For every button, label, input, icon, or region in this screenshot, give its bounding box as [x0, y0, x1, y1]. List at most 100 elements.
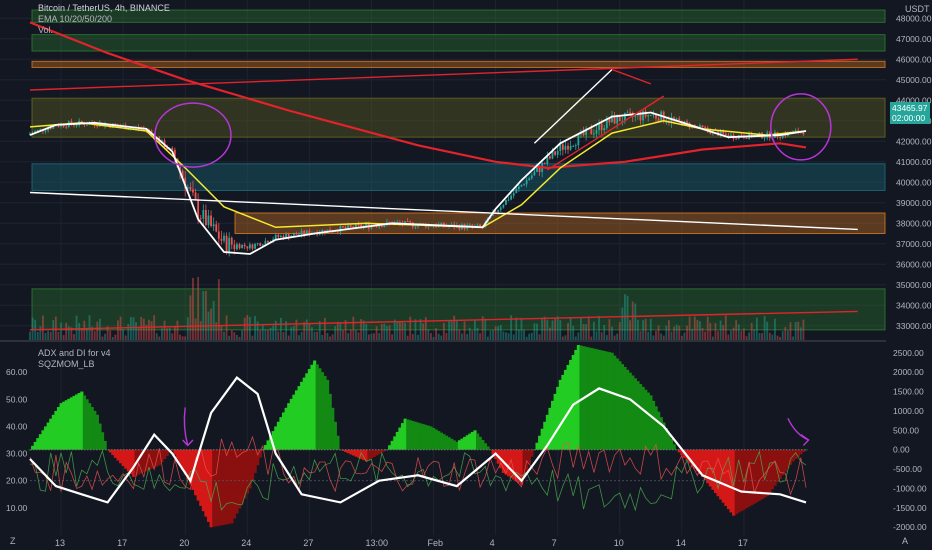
sqzmom-legend[interactable]: SQZMOM_LB [38, 359, 95, 369]
lower-legend: ADX and DI for v4 SQZMOM_LB [38, 348, 111, 370]
momentum-bar [468, 433, 472, 450]
candle-body [802, 132, 805, 135]
volume-bar [210, 308, 212, 340]
volume-legend[interactable]: Vol. [38, 25, 54, 35]
trendline [533, 68, 613, 144]
bar-countdown: 02:00:00 [892, 113, 926, 123]
volume-bar [709, 322, 712, 340]
momentum-bar [574, 349, 578, 450]
volume-bar [781, 331, 784, 340]
bottom-right-label[interactable]: A [902, 536, 909, 546]
momentum-bar [646, 392, 650, 450]
time-tick-label: 20 [179, 538, 189, 548]
volume-bar [717, 331, 719, 340]
volume-bar [647, 331, 650, 340]
time-axis[interactable]: 13 17 20 24 27 13:00 Feb 4 7 10 14 17 [55, 538, 748, 548]
momentum-bar [214, 449, 218, 527]
candle-body [678, 118, 681, 121]
candle-body [287, 234, 290, 238]
volume-bar [693, 316, 696, 340]
momentum-bar [67, 398, 71, 450]
volume-bar [551, 320, 554, 340]
volume-bar [282, 332, 285, 340]
candle-body [616, 115, 619, 124]
symbol-title[interactable]: Bitcoin / TetherUS, 4h, BINANCE [38, 3, 170, 13]
volume-bar [101, 336, 104, 340]
volume-bar [414, 319, 417, 340]
momentum-bar [615, 358, 619, 450]
ema-legend[interactable]: EMA 10/20/50/200 [38, 14, 113, 24]
candle-body [365, 223, 368, 226]
indicator-axes[interactable]: 60.00 50.00 40.00 30.00 20.00 10.00 2500.00 200… [6, 348, 927, 532]
volume-bar [797, 321, 800, 340]
volume-bar [567, 323, 569, 340]
volume-bar [502, 331, 505, 340]
momentum-bar [250, 449, 255, 481]
volume-bar [352, 316, 355, 340]
momentum-bar [690, 449, 694, 466]
candle-body [44, 130, 47, 132]
volume-bar [776, 335, 779, 340]
momentum-bar [217, 449, 221, 526]
momentum-bar [788, 449, 793, 465]
adx-legend[interactable]: ADX and DI for v4 [38, 348, 111, 358]
volume-bar [507, 333, 510, 340]
momentum-bar [413, 421, 418, 450]
adx-tick-label: 60.00 [6, 367, 28, 377]
momentum-bar [545, 414, 550, 450]
momentum-bar [522, 449, 526, 478]
momentum-bar [765, 449, 769, 497]
candle-body [73, 124, 75, 126]
volume-bar [264, 329, 267, 340]
volume-bar [406, 335, 409, 340]
volume-bar [582, 323, 585, 340]
momentum-bar [724, 449, 728, 506]
volume-bar [75, 315, 78, 340]
momentum-bar [437, 431, 441, 450]
candle-body [592, 133, 595, 135]
momentum-bar [432, 427, 436, 450]
candle-body [546, 156, 549, 164]
candle-body [409, 221, 412, 223]
candle-body [476, 224, 479, 226]
candle-body [551, 151, 554, 159]
volume-bar [365, 323, 368, 340]
volume-bar [512, 334, 515, 340]
annotation-arrow [787, 417, 810, 446]
momentum-bar [377, 449, 381, 455]
volume-bar [445, 332, 448, 340]
momentum-bar [38, 434, 43, 450]
candle-body [530, 175, 533, 179]
volume-bar [184, 336, 187, 340]
candle-body [505, 199, 507, 205]
volume-bar [660, 333, 663, 340]
volume-bar [88, 315, 91, 340]
momentum-bar [607, 352, 612, 450]
currency-label: USDT [905, 4, 930, 14]
candle-body [80, 120, 83, 124]
volume-bar [499, 325, 502, 340]
volume-bar [42, 315, 44, 340]
momentum-bar [669, 438, 674, 450]
momentum-tick-label: 2000.00 [893, 367, 924, 377]
volume-bar [230, 330, 233, 340]
candle-body [629, 112, 632, 114]
volume-bar [569, 317, 572, 340]
candle-body [303, 230, 306, 235]
candle-body [613, 115, 616, 124]
momentum-bar [142, 449, 146, 473]
momentum-bar [359, 449, 363, 459]
bottom-left-label[interactable]: Z [10, 536, 16, 546]
volume-bar [370, 333, 373, 340]
candle-body [339, 226, 342, 233]
momentum-bar [400, 423, 405, 450]
volume-bar [274, 320, 277, 340]
volume-bar [228, 335, 231, 340]
momentum-bar [271, 431, 275, 450]
volume-bar [476, 327, 479, 340]
candle-body [355, 224, 357, 229]
volume-bar [189, 295, 192, 340]
candle-body [36, 129, 39, 132]
volume-bar [755, 317, 758, 340]
